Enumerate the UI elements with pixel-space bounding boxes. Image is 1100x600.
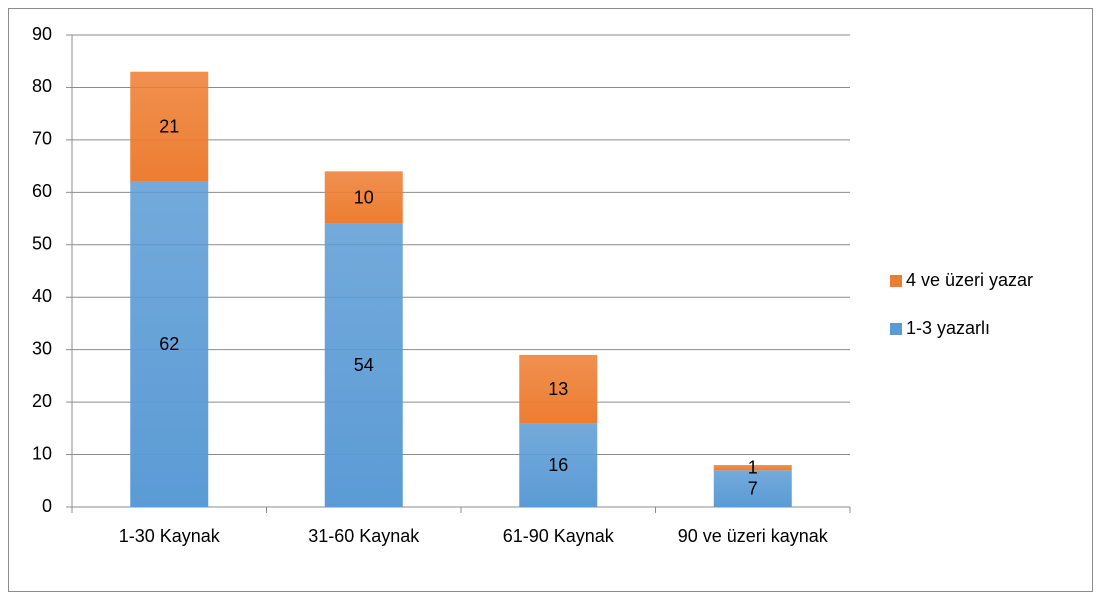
y-tick-label: 20 xyxy=(32,391,52,411)
data-label: 16 xyxy=(548,455,568,475)
bar-segment xyxy=(519,423,598,507)
data-label: 54 xyxy=(354,355,374,375)
bar-segment xyxy=(130,181,209,507)
y-tick-label: 90 xyxy=(32,24,52,44)
x-tick-label: 90 ve üzeri kaynak xyxy=(678,526,829,546)
y-tick-label: 0 xyxy=(42,496,52,516)
legend-label: 4 ve üzeri yazar xyxy=(906,270,1033,290)
x-tick-label: 1-30 Kaynak xyxy=(119,526,221,546)
y-tick-label: 30 xyxy=(32,338,52,358)
data-label: 13 xyxy=(548,379,568,399)
legend-swatch xyxy=(890,323,902,335)
data-label: 1 xyxy=(748,457,758,477)
bar-segment xyxy=(324,171,403,224)
y-tick-label: 80 xyxy=(32,76,52,96)
data-label: 62 xyxy=(159,334,179,354)
y-tick-label: 50 xyxy=(32,234,52,254)
y-tick-label: 10 xyxy=(32,443,52,463)
x-tick-label: 61-90 Kaynak xyxy=(503,526,615,546)
data-label: 10 xyxy=(354,187,374,207)
legend-label: 1-3 yazarlı xyxy=(906,318,990,338)
bar-segment xyxy=(130,71,209,182)
bar-segment xyxy=(519,354,598,424)
bar-segment xyxy=(713,470,792,507)
y-tick-label: 70 xyxy=(32,129,52,149)
data-label: 21 xyxy=(159,117,179,137)
y-tick-label: 40 xyxy=(32,286,52,306)
data-label: 7 xyxy=(748,478,758,498)
bar-segment xyxy=(324,223,403,508)
x-tick-label: 31-60 Kaynak xyxy=(308,526,420,546)
legend-swatch xyxy=(890,275,902,287)
bar-segment xyxy=(713,465,792,471)
y-tick-label: 60 xyxy=(32,181,52,201)
